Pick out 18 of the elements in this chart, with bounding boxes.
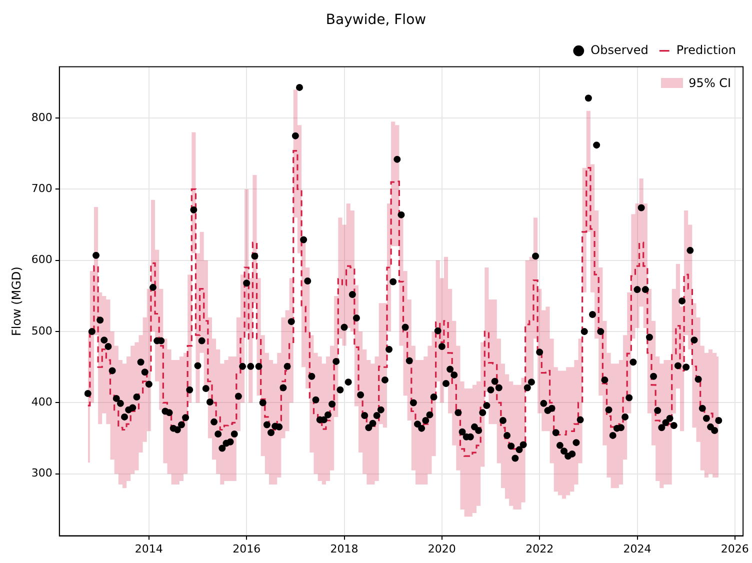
x-tick-label: 2020 [428, 542, 456, 556]
annotation: 95% CI [688, 76, 732, 90]
y-axis-title: Flow (MGD) [9, 266, 24, 336]
x-tick-label: 2026 [720, 542, 749, 556]
legend-label: Observed [590, 42, 648, 57]
chart-title: Baywide, Flow [326, 12, 426, 28]
x-tick-label: 2022 [526, 542, 554, 556]
y-tick-label: 300 [31, 466, 52, 480]
y-tick-label: 600 [31, 253, 52, 266]
legend-label: Prediction [676, 42, 736, 57]
y-tick-label: 500 [31, 324, 52, 338]
x-tick-label: 2014 [134, 542, 163, 556]
y-tick-label: 400 [31, 396, 52, 409]
x-tick-label: 2018 [330, 542, 358, 556]
x-tick-label: 2016 [232, 542, 261, 556]
y-tick-label: 700 [31, 182, 52, 196]
y-tick-label: 800 [31, 110, 52, 124]
x-tick-label: 2024 [623, 542, 652, 556]
